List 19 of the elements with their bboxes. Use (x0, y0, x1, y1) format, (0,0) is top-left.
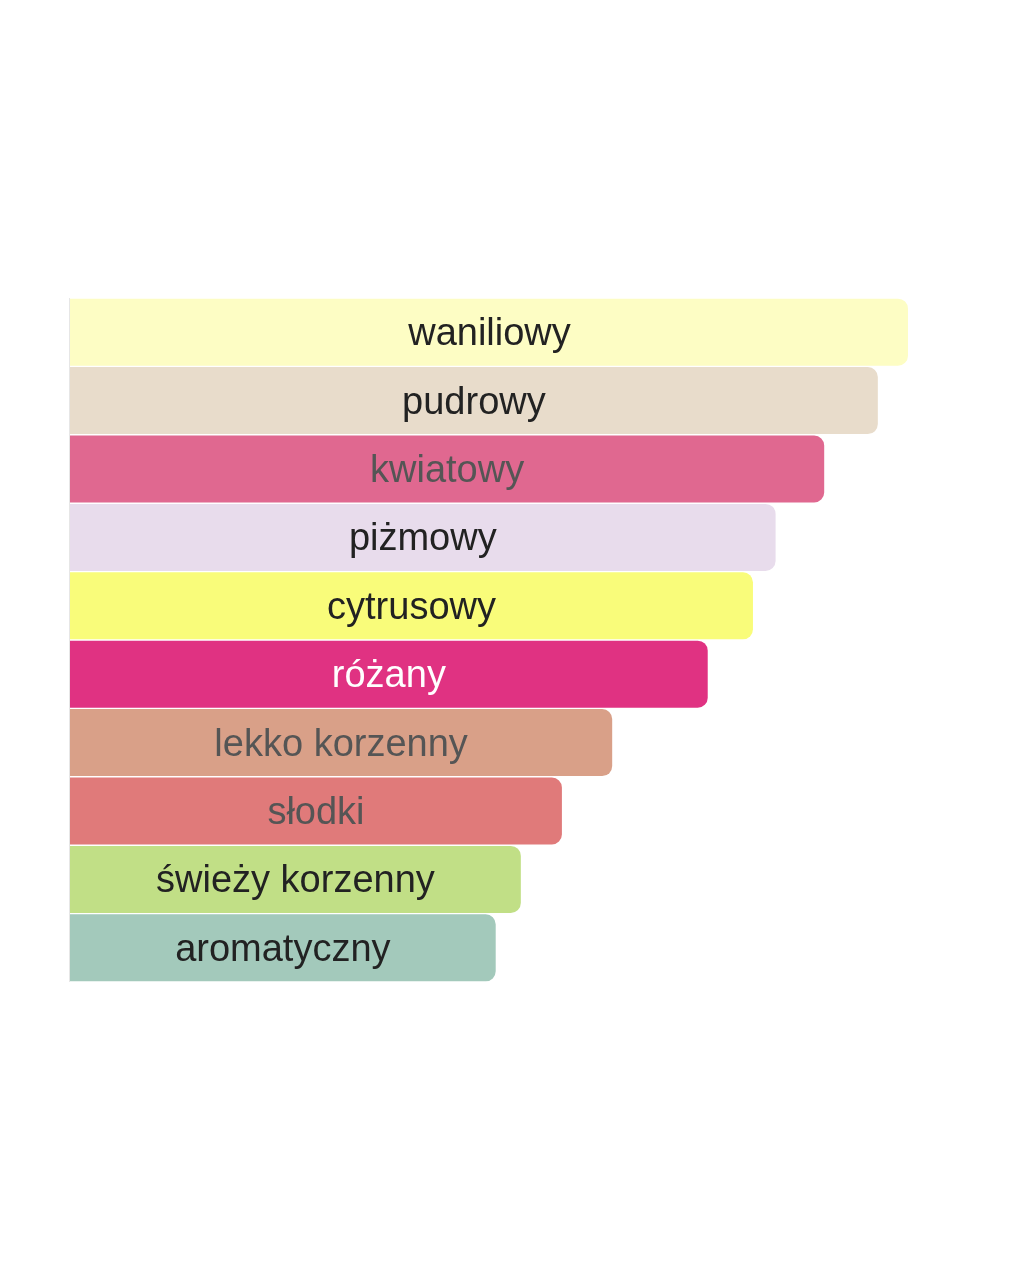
bar (70, 367, 878, 435)
bar (70, 435, 825, 503)
bar (70, 572, 753, 640)
bar (70, 845, 521, 913)
bar (70, 777, 562, 845)
bar (70, 298, 908, 366)
y-tick-label: słodki (267, 790, 365, 832)
y-tick-label: cytrusowy (327, 584, 496, 627)
bar (70, 914, 496, 982)
y-tick-label: świeży korzenny (156, 858, 435, 901)
y-tick-label: aromatyczny (175, 926, 391, 969)
y-tick-label: różany (331, 653, 446, 696)
bar (70, 709, 613, 777)
y-tick-label: waniliowy (407, 311, 571, 354)
y-tick-label: piżmowy (348, 516, 497, 559)
y-tick-label: pudrowy (402, 379, 546, 422)
y-tick-label: lekko korzenny (214, 721, 468, 764)
bar (70, 640, 708, 708)
y-tick-label: kwiatowy (370, 448, 525, 490)
